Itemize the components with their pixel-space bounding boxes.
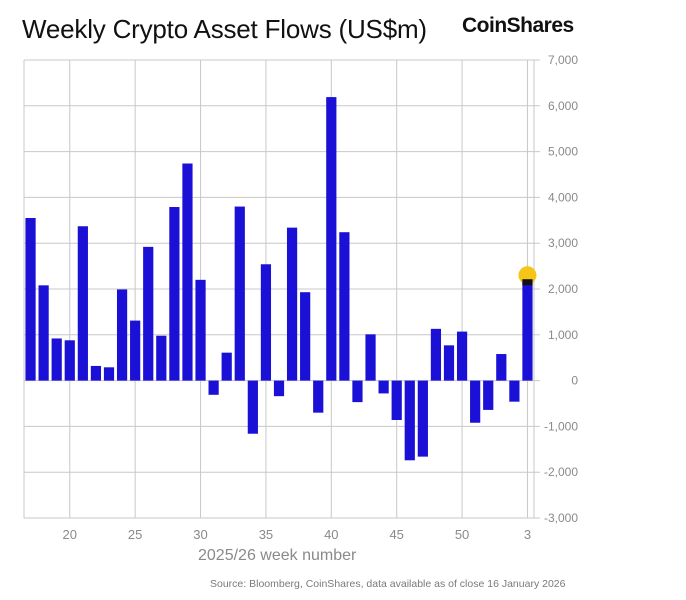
x-tick-label: 25 [128, 527, 142, 542]
flow-bar [496, 354, 507, 381]
flow-bar [470, 380, 481, 423]
latest-bar-cap [522, 279, 533, 286]
x-tick-label: 30 [193, 527, 207, 542]
flow-bar [326, 97, 337, 381]
flow-bar [64, 340, 75, 381]
y-tick-label: 5,000 [548, 145, 578, 159]
y-tick-label: 1,000 [548, 328, 578, 342]
flow-bar [116, 289, 128, 381]
y-tick-label: 2,000 [548, 282, 578, 296]
source-note: Source: Bloomberg, CoinShares, data avai… [210, 578, 566, 590]
flow-bar [182, 163, 193, 381]
y-tick-label: -2,000 [544, 465, 578, 479]
flow-bar [103, 367, 115, 381]
y-tick-label: -1,000 [544, 419, 578, 433]
flow-bar [300, 292, 311, 381]
flow-bar [169, 207, 180, 381]
x-tick-label: 40 [324, 527, 338, 542]
x-tick-label: 45 [389, 527, 403, 542]
flow-bar [483, 380, 494, 410]
flow-bar [417, 380, 428, 457]
y-tick-label: 7,000 [548, 53, 578, 67]
flow-bar [234, 206, 245, 381]
flow-bar [260, 264, 272, 381]
flow-bar [90, 365, 102, 381]
flow-bar [195, 279, 206, 381]
flow-bar [391, 380, 402, 420]
flow-bar [352, 380, 363, 403]
y-tick-label: -3,000 [544, 511, 578, 525]
flow-bar [25, 218, 36, 381]
flow-bar [156, 335, 167, 381]
x-axis-label: 2025/26 week number [198, 547, 357, 564]
flow-bar [509, 380, 520, 402]
flow-bar [378, 380, 389, 394]
y-tick-label: 6,000 [548, 99, 578, 113]
flow-bar [522, 281, 533, 381]
flow-bar [430, 328, 442, 381]
flow-bar [404, 380, 415, 461]
y-tick-label: 0 [571, 374, 578, 388]
y-tick-label: 4,000 [548, 190, 578, 204]
brand-logo: CoinShares [462, 14, 574, 37]
flow-bar [130, 320, 141, 381]
y-tick-label: 3,000 [548, 236, 578, 250]
flow-bar [221, 352, 232, 381]
x-tick-label: 20 [63, 527, 77, 542]
flow-bar [339, 232, 350, 381]
flow-bar [208, 380, 219, 395]
flow-bar [365, 334, 376, 381]
flow-bar [143, 246, 154, 381]
x-tick-label: 3 [524, 527, 531, 542]
x-tick-label: 50 [455, 527, 469, 542]
flow-bar [313, 380, 324, 413]
flow-bar [51, 338, 62, 381]
flow-bar [456, 331, 468, 381]
flow-bar [273, 380, 285, 397]
x-tick-label: 35 [259, 527, 273, 542]
chart-title: Weekly Crypto Asset Flows (US$m) [22, 14, 427, 44]
flow-bar [247, 380, 258, 434]
flow-bar [38, 285, 49, 381]
flow-bar [286, 227, 298, 381]
flow-bar [77, 226, 88, 381]
flow-bar [443, 345, 455, 381]
